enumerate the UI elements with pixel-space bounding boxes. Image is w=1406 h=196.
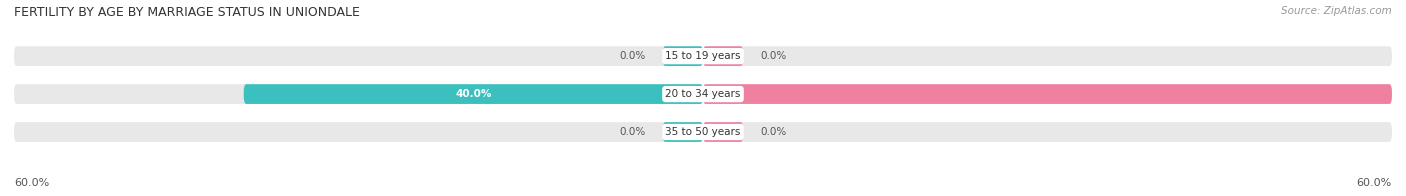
Text: 20 to 34 years: 20 to 34 years [665,89,741,99]
FancyBboxPatch shape [703,46,744,66]
FancyBboxPatch shape [703,84,1392,104]
Text: 60.0%: 60.0% [1357,178,1392,188]
FancyBboxPatch shape [662,122,703,142]
FancyBboxPatch shape [703,84,1392,104]
Text: 0.0%: 0.0% [619,127,645,137]
FancyBboxPatch shape [14,84,703,104]
FancyBboxPatch shape [703,122,744,142]
Text: 0.0%: 0.0% [619,51,645,61]
Text: 0.0%: 0.0% [761,127,787,137]
FancyBboxPatch shape [243,84,703,104]
Text: FERTILITY BY AGE BY MARRIAGE STATUS IN UNIONDALE: FERTILITY BY AGE BY MARRIAGE STATUS IN U… [14,6,360,19]
Text: 0.0%: 0.0% [761,51,787,61]
Text: 60.0%: 60.0% [14,178,49,188]
FancyBboxPatch shape [14,122,703,142]
Text: Source: ZipAtlas.com: Source: ZipAtlas.com [1281,6,1392,16]
FancyBboxPatch shape [14,46,703,66]
FancyBboxPatch shape [703,46,1392,66]
Text: 15 to 19 years: 15 to 19 years [665,51,741,61]
Text: 35 to 50 years: 35 to 50 years [665,127,741,137]
FancyBboxPatch shape [703,122,1392,142]
FancyBboxPatch shape [662,46,703,66]
Text: 40.0%: 40.0% [456,89,492,99]
